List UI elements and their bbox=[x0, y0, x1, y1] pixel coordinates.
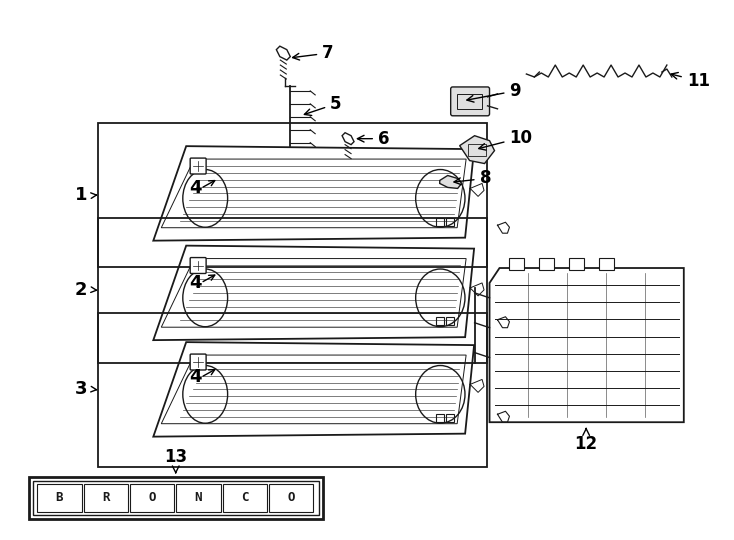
Bar bbox=[37, 484, 81, 512]
Text: 4: 4 bbox=[189, 179, 202, 198]
Bar bbox=[269, 484, 313, 512]
Text: 13: 13 bbox=[164, 448, 187, 472]
Text: 7: 7 bbox=[293, 44, 334, 62]
Polygon shape bbox=[276, 46, 290, 60]
Bar bbox=[599, 258, 614, 270]
Bar bbox=[436, 414, 444, 422]
Bar bbox=[539, 258, 554, 270]
Text: 1: 1 bbox=[75, 186, 87, 204]
Bar bbox=[446, 414, 454, 422]
Bar bbox=[468, 144, 486, 156]
Bar bbox=[446, 318, 454, 325]
Text: 10: 10 bbox=[479, 129, 532, 150]
Text: 4: 4 bbox=[189, 368, 202, 387]
FancyBboxPatch shape bbox=[190, 354, 206, 370]
Bar bbox=[130, 484, 174, 512]
Text: B: B bbox=[56, 491, 63, 504]
FancyBboxPatch shape bbox=[190, 258, 206, 273]
FancyBboxPatch shape bbox=[190, 158, 206, 174]
Text: 11: 11 bbox=[671, 72, 710, 90]
Text: 8: 8 bbox=[454, 170, 491, 187]
Text: 4: 4 bbox=[189, 274, 202, 292]
Text: R: R bbox=[102, 491, 109, 504]
Text: 9: 9 bbox=[467, 82, 521, 102]
Bar bbox=[436, 318, 444, 325]
Bar bbox=[98, 313, 487, 467]
Text: O: O bbox=[287, 491, 295, 504]
Text: 6: 6 bbox=[357, 130, 390, 147]
Bar bbox=[446, 218, 454, 226]
Polygon shape bbox=[440, 176, 462, 188]
Bar bbox=[98, 218, 487, 362]
Polygon shape bbox=[459, 136, 495, 164]
Text: 2: 2 bbox=[75, 281, 87, 299]
Bar bbox=[176, 484, 220, 512]
Bar bbox=[98, 123, 487, 267]
Bar bbox=[29, 477, 323, 519]
Bar bbox=[222, 484, 267, 512]
Text: 3: 3 bbox=[75, 380, 87, 399]
Bar bbox=[509, 258, 524, 270]
Text: 5: 5 bbox=[305, 95, 341, 116]
Polygon shape bbox=[342, 133, 354, 145]
Text: C: C bbox=[241, 491, 249, 504]
Bar bbox=[33, 481, 319, 515]
Bar bbox=[436, 218, 444, 226]
FancyBboxPatch shape bbox=[451, 87, 490, 116]
Text: N: N bbox=[195, 491, 202, 504]
Bar bbox=[84, 484, 128, 512]
Bar bbox=[570, 258, 584, 270]
Text: 12: 12 bbox=[575, 429, 597, 453]
Text: O: O bbox=[148, 491, 156, 504]
Bar bbox=[457, 94, 482, 109]
